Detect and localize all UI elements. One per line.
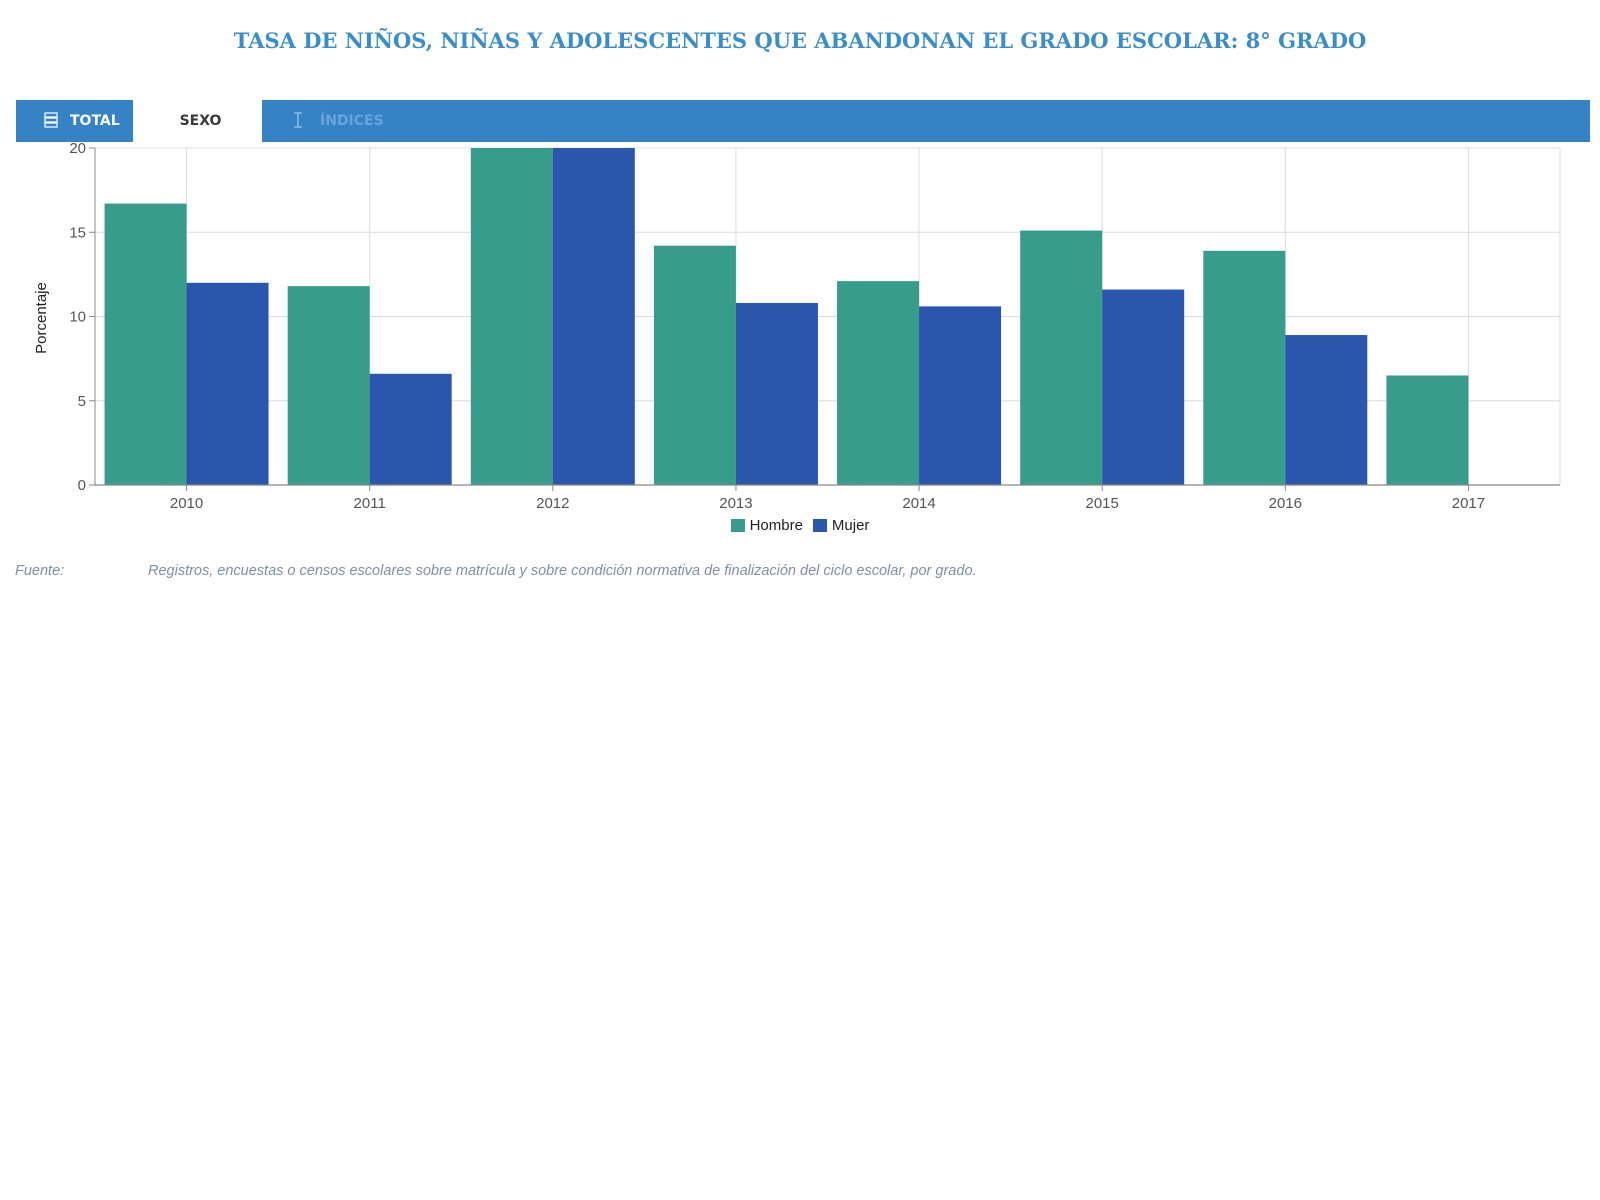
tab-sexo-label: SEXO bbox=[179, 113, 222, 129]
tab-sexo[interactable]: SEXO bbox=[133, 100, 262, 142]
legend-swatch-hombre bbox=[730, 519, 745, 532]
tab-indices-label: ÍNDICES bbox=[320, 113, 384, 129]
cursor-icon bbox=[294, 112, 302, 128]
x-tick-label: 2014 bbox=[902, 495, 935, 512]
y-tick-label: 15 bbox=[69, 224, 86, 241]
bar-hombre-2013[interactable] bbox=[653, 245, 736, 485]
bar-hombre-2011[interactable] bbox=[287, 286, 370, 485]
bar-mujer-2015[interactable] bbox=[1102, 289, 1185, 485]
y-tick-label: 20 bbox=[69, 140, 86, 157]
bar-hombre-2010[interactable] bbox=[104, 203, 187, 486]
y-tick-label: 5 bbox=[78, 393, 86, 410]
x-tick-label: 2013 bbox=[719, 495, 752, 512]
x-tick-label: 2012 bbox=[536, 495, 569, 512]
bar-hombre-2014[interactable] bbox=[837, 281, 920, 485]
legend-label-mujer: Mujer bbox=[831, 517, 870, 534]
legend-label-hombre: Hombre bbox=[749, 517, 803, 534]
x-tick-label: 2017 bbox=[1452, 495, 1485, 512]
x-tick-label: 2010 bbox=[170, 495, 203, 512]
y-tick-label: 0 bbox=[78, 477, 86, 494]
legend-item-mujer[interactable]: Mujer bbox=[812, 517, 870, 534]
legend: Hombre Mujer bbox=[0, 517, 1600, 534]
bar-hombre-2012[interactable] bbox=[470, 148, 553, 485]
bar-mujer-2013[interactable] bbox=[735, 303, 818, 485]
source-text: Registros, encuestas o censos escolares … bbox=[148, 563, 977, 579]
x-tick-label: 2016 bbox=[1269, 495, 1302, 512]
bar-mujer-2011[interactable] bbox=[369, 373, 452, 485]
bar-mujer-2010[interactable] bbox=[186, 282, 269, 485]
tab-indices[interactable]: ÍNDICES bbox=[262, 100, 462, 142]
bar-hombre-2015[interactable] bbox=[1020, 230, 1103, 485]
bar-mujer-2016[interactable] bbox=[1285, 335, 1368, 485]
bar-mujer-2014[interactable] bbox=[919, 306, 1002, 485]
page-title: TASA DE NIÑOS, NIÑAS Y ADOLESCENTES QUE … bbox=[233, 28, 1367, 53]
legend-item-hombre[interactable]: Hombre bbox=[730, 517, 803, 534]
bar-hombre-2016[interactable] bbox=[1203, 250, 1286, 485]
source-label: Fuente: bbox=[15, 563, 65, 579]
legend-swatch-mujer bbox=[812, 519, 827, 532]
axes: 0 5 10 15 20 2010 2011 2012 2013 2014 2015 2016 2017 bbox=[69, 140, 1560, 512]
y-tick-label: 10 bbox=[69, 309, 86, 326]
bar-chart: 0 5 10 15 20 2010 2011 2012 2013 2014 2015 2016 2017… bbox=[33, 140, 1561, 512]
x-tick-label: 2011 bbox=[354, 495, 386, 512]
y-axis-label: Porcentaje bbox=[33, 282, 50, 354]
x-tick-label: 2015 bbox=[1086, 495, 1119, 512]
tab-total[interactable]: TOTAL bbox=[16, 100, 133, 142]
tab-bar: TOTAL SEXO ÍNDICES bbox=[16, 100, 1590, 142]
bars bbox=[104, 148, 1469, 486]
bar-hombre-2017[interactable] bbox=[1386, 375, 1469, 485]
list-icon bbox=[44, 112, 58, 128]
tab-total-label: TOTAL bbox=[70, 113, 120, 129]
bar-mujer-2012[interactable] bbox=[552, 148, 635, 485]
